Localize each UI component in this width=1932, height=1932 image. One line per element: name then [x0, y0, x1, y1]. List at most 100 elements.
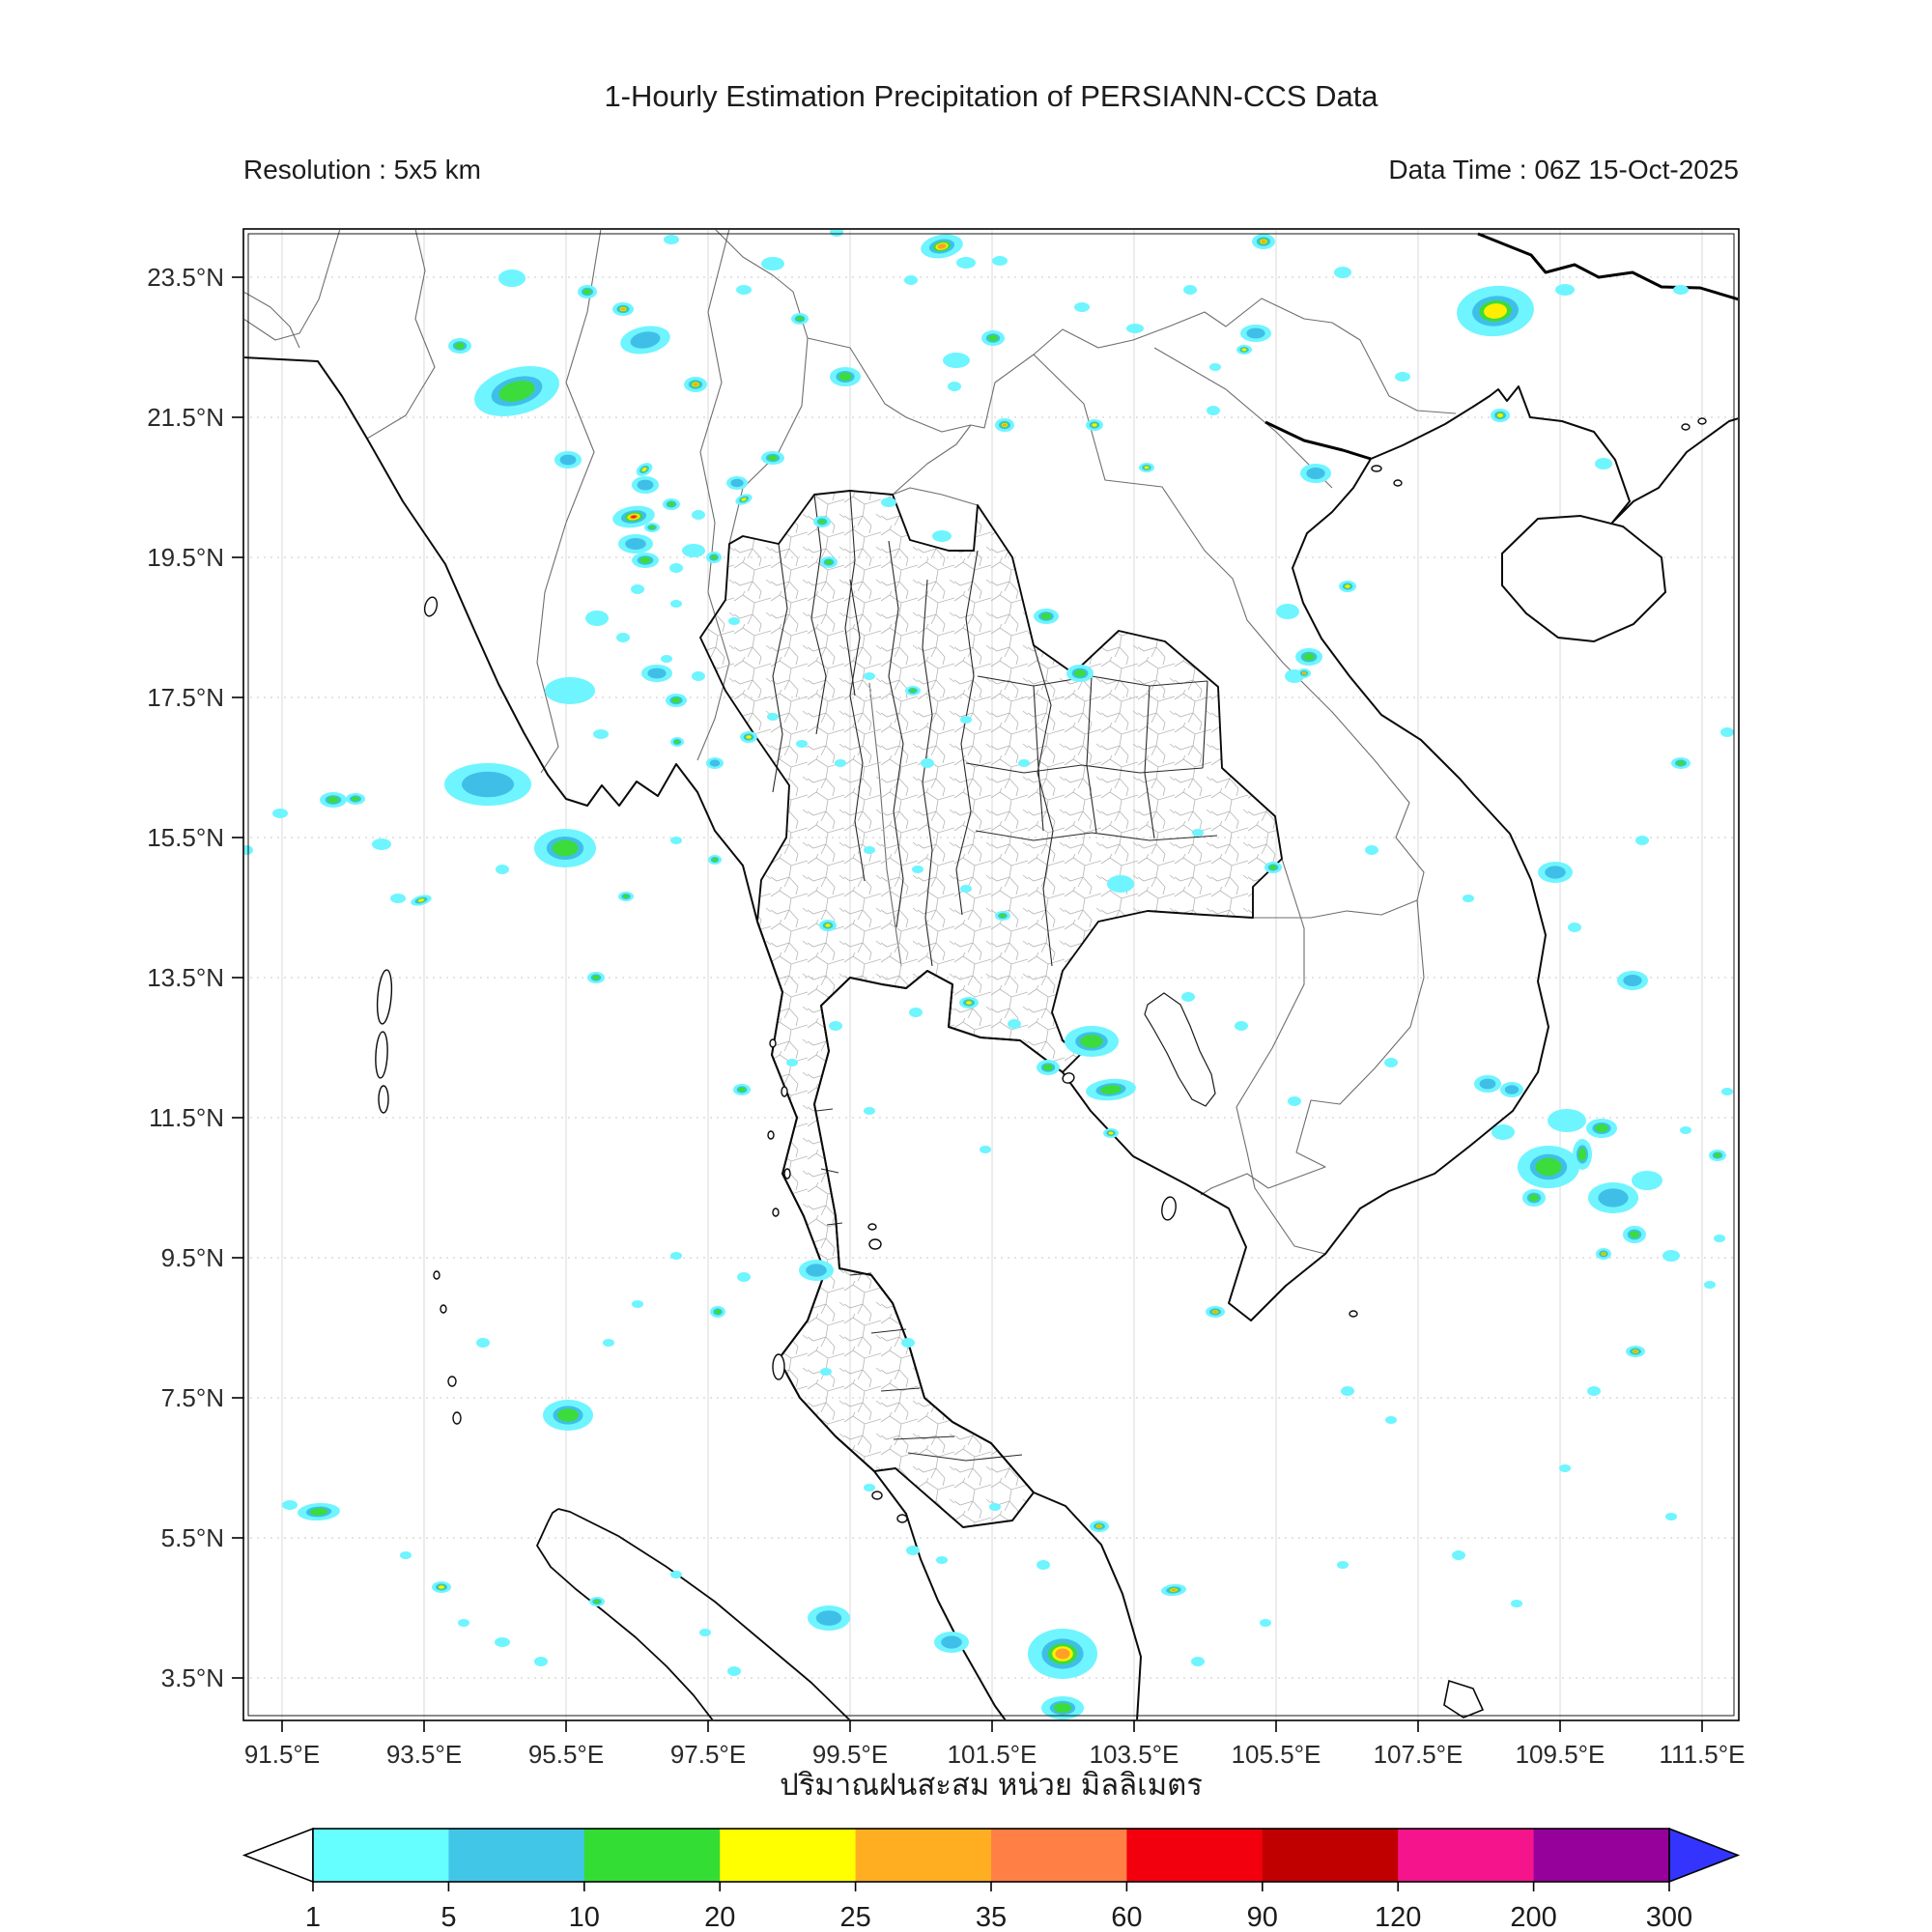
precip-contour-l3 — [1269, 865, 1277, 870]
precip-contour-l1 — [960, 716, 972, 724]
colorbar-tick-label: 90 — [1247, 1902, 1278, 1932]
precip-cell — [820, 556, 838, 568]
xaxis-units-label: ปริมาณฝนสะสม หน่วย มิลลิเมตร — [780, 1768, 1203, 1802]
precip-cell — [495, 1637, 510, 1647]
precip-contour-l1 — [989, 1503, 1001, 1511]
precip-cell — [1714, 1235, 1725, 1242]
precip-cell — [1240, 325, 1271, 342]
precip-cell — [981, 330, 1005, 346]
precip-contour-l3 — [309, 1508, 328, 1516]
precip-cell — [543, 1400, 593, 1431]
country-border — [715, 230, 1035, 433]
precip-cell — [1491, 409, 1510, 422]
precip-contour-l5 — [1212, 1310, 1218, 1314]
precip-contour-l1 — [1018, 759, 1030, 767]
precip-cell — [829, 1021, 842, 1031]
precip-contour-l1 — [796, 740, 808, 748]
precip-cell — [1548, 1109, 1586, 1132]
precip-contour-l1 — [1260, 1619, 1271, 1627]
precip-contour-l1 — [1037, 1560, 1050, 1570]
precip-cell — [1028, 1629, 1097, 1679]
precip-contour-l1 — [1714, 1235, 1725, 1242]
precip-cell — [498, 270, 526, 287]
precip-cell — [1339, 581, 1356, 592]
precip-contour-l4 — [746, 735, 752, 739]
precip-cell — [706, 552, 722, 563]
precip-contour-l3 — [1042, 1064, 1054, 1071]
precip-cell — [228, 1368, 240, 1376]
island-outline — [772, 1208, 780, 1217]
precip-contour-l1 — [670, 1571, 682, 1578]
precip-cell — [320, 792, 347, 808]
precip-cell — [670, 1571, 682, 1578]
precip-cell — [1341, 1386, 1354, 1396]
precip-contour-l1 — [864, 846, 875, 854]
precip-contour-l3 — [1074, 669, 1086, 677]
precip-contour-l3 — [1053, 1702, 1072, 1714]
province-border — [888, 540, 904, 928]
precip-cell — [901, 1338, 915, 1348]
precip-cell — [684, 377, 707, 392]
precip-contour-l1 — [835, 759, 846, 767]
precip-cell — [708, 855, 722, 865]
precip-contour-l1 — [664, 235, 679, 244]
precip-cell — [1587, 1386, 1601, 1396]
precip-contour-l4 — [1345, 584, 1350, 588]
precip-cell — [921, 234, 963, 259]
precip-contour-l1 — [228, 1368, 240, 1376]
precip-contour-l1 — [1673, 285, 1689, 295]
precip-contour-l3 — [1080, 1035, 1103, 1048]
precip-cell — [1018, 759, 1030, 767]
precip-cell — [682, 544, 705, 557]
precip-contour-l3 — [622, 894, 630, 899]
thailand-district-mesh — [700, 491, 1282, 1527]
country-border — [1200, 899, 1425, 1196]
map-frame-inner — [247, 233, 1735, 1717]
country-border — [892, 487, 979, 506]
precip-cell — [554, 451, 582, 469]
precip-cell — [1206, 1306, 1225, 1318]
country-border — [366, 230, 436, 440]
precip-cell — [1626, 1346, 1645, 1357]
precip-contour-l1 — [786, 1059, 798, 1066]
precip-cell — [820, 1368, 832, 1376]
precip-cell — [1623, 1226, 1646, 1243]
precip-cell — [1236, 345, 1252, 355]
precip-cell — [593, 729, 609, 739]
precip-cell — [1276, 604, 1299, 619]
precip-contour-l1 — [901, 1338, 915, 1348]
x-tick-label: 109.5°E — [1516, 1740, 1605, 1769]
province-border — [922, 579, 933, 967]
precip-cell — [995, 418, 1014, 432]
precip-contour-l1 — [1555, 284, 1575, 296]
precip-cell — [960, 885, 972, 893]
page-title: 1-Hourly Estimation Precipitation of PER… — [604, 79, 1378, 113]
precip-contour-l1 — [1276, 604, 1299, 619]
precip-cell — [587, 972, 605, 983]
precip-cell — [411, 895, 432, 906]
precip-contour-l4 — [1484, 303, 1507, 319]
precip-cell — [282, 1500, 298, 1510]
precip-contour-l1 — [632, 1300, 643, 1308]
precip-contour-l1 — [1288, 1096, 1301, 1106]
precip-cell — [1264, 862, 1282, 873]
precip-cell — [1555, 284, 1575, 296]
precip-cell — [1671, 757, 1690, 769]
precip-cell — [1139, 463, 1154, 472]
precip-cell — [1086, 1078, 1136, 1101]
precip-cell — [1066, 665, 1094, 682]
island-outline — [375, 1031, 388, 1079]
precip-contour-l3 — [1535, 1157, 1562, 1177]
precip-contour-l5 — [1602, 1252, 1605, 1256]
precip-contour-l1 — [1181, 992, 1195, 1002]
precip-cell — [737, 1272, 751, 1282]
precip-contour-l1 — [932, 530, 952, 542]
precip-cell — [1586, 1119, 1617, 1138]
precip-cell — [1008, 1019, 1021, 1029]
precip-contour-l2 — [625, 538, 646, 550]
precip-cell — [736, 285, 752, 295]
precip-contour-l1 — [1587, 1386, 1601, 1396]
island-outline — [440, 1304, 447, 1314]
precip-cell — [819, 920, 837, 931]
precip-contour-l4 — [1241, 348, 1247, 352]
